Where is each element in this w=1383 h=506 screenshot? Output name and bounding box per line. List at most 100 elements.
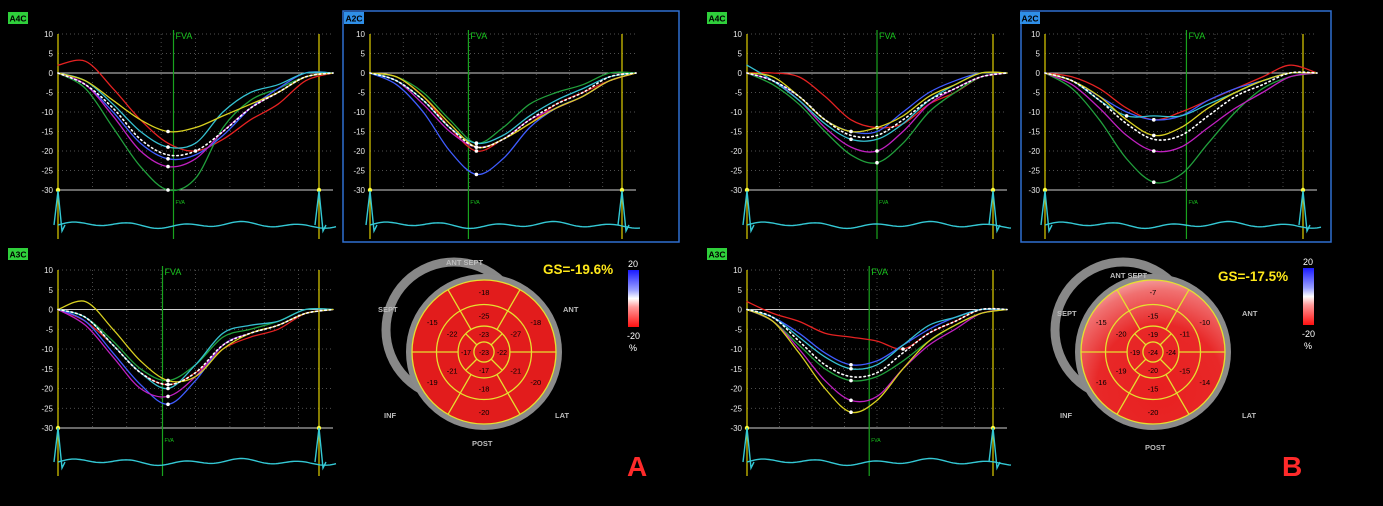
y-tick-label: -10 <box>353 108 365 117</box>
segment-divider <box>1165 374 1190 415</box>
ecg-r-wave <box>742 427 755 471</box>
ecg-r-wave <box>314 190 327 234</box>
y-tick-label: 10 <box>1031 30 1040 39</box>
wall-label-lat: LAT <box>1242 411 1256 420</box>
y-tick-label: -25 <box>1028 167 1040 176</box>
segment-divider <box>1134 333 1147 346</box>
wall-label-ant-sept: ANT SEPT <box>446 258 484 267</box>
segment-value-apical: -22 <box>497 350 507 357</box>
y-tick-label: 5 <box>738 50 743 59</box>
y-tick-label: -20 <box>1028 147 1040 156</box>
colorbar-max-label: 20 <box>1303 257 1313 267</box>
y-tick-label: -20 <box>41 385 53 394</box>
strain-curve <box>57 72 334 168</box>
view-tag-box <box>8 248 28 260</box>
view-tag-label: A4C <box>708 14 725 24</box>
fva-label: FVA <box>871 267 888 277</box>
segment-value-basal: -14 <box>1199 378 1210 387</box>
segment-value-apical: -19 <box>1148 332 1158 339</box>
global-strain-value: GS=-19.6% <box>543 262 613 277</box>
view-tag-label: A3C <box>708 250 725 260</box>
y-tick-label: 0 <box>738 69 743 78</box>
selected-view-frame <box>1020 10 1332 243</box>
segment-value-mid: -21 <box>510 366 521 375</box>
strain-curve <box>369 71 637 144</box>
colorbar-unit-label: % <box>1304 341 1312 351</box>
bullseye-plot: -7 -10 -14 -20 -16 -15 -15 -11 -15 -15 -19 -20 -19 -2… <box>1050 257 1315 452</box>
strain-curve <box>1044 71 1318 141</box>
fva-label-small: FVA <box>871 438 881 444</box>
strain-chart-a4c: A4C 10 5 0 -5 -10 -15 -20 -25 -30 FVA FVA <box>707 12 1012 239</box>
ecg-r-wave <box>1040 190 1053 234</box>
y-tick-label: -5 <box>735 325 743 334</box>
y-tick-label: 0 <box>1036 69 1041 78</box>
y-tick-label: 10 <box>733 266 742 275</box>
wall-label-ant: ANT <box>563 305 579 314</box>
y-tick-label: -25 <box>41 404 53 413</box>
segment-value-mid: -22 <box>447 330 458 339</box>
colorbar-unit-label: % <box>629 343 637 353</box>
marker-dot <box>55 187 61 193</box>
segment-divider <box>1134 358 1147 371</box>
ecg-r-wave <box>314 427 327 471</box>
y-tick-label: -25 <box>730 167 742 176</box>
peak-marker <box>901 347 905 351</box>
view-tag-label: A4C <box>9 14 26 24</box>
segment-value-apical: -17 <box>479 368 489 375</box>
wall-label-inf: INF <box>384 411 397 420</box>
marker-dot <box>619 187 625 193</box>
ecg-trace <box>57 457 337 467</box>
peak-marker <box>849 137 853 142</box>
strain-curve <box>57 72 334 157</box>
ecg-r-wave <box>742 190 755 234</box>
marker-dot <box>1300 187 1306 193</box>
strain-curve <box>746 308 1008 370</box>
colorbar-min-label: -20 <box>1302 329 1315 339</box>
y-tick-label: 5 <box>361 50 366 59</box>
view-tag-label: A3C <box>9 250 26 260</box>
selected-view-frame <box>342 10 680 243</box>
peak-marker <box>166 164 170 169</box>
peak-marker <box>849 366 853 371</box>
segment-ring <box>1142 341 1164 363</box>
fva-label: FVA <box>176 31 193 41</box>
strain-chart-a3c: A3C 10 5 0 -5 -10 -15 -20 -25 -30 FVA FVA <box>707 248 1012 476</box>
view-tag-box <box>707 248 727 260</box>
ecg-r-wave <box>365 190 378 234</box>
segment-value-apex: -23 <box>479 350 489 357</box>
peak-marker <box>474 172 479 177</box>
segment-divider <box>465 333 478 346</box>
segment-value-mid: -20 <box>1116 330 1127 339</box>
global-strain-value: GS=-17.5% <box>1218 269 1288 284</box>
strain-curve <box>746 71 1008 135</box>
strain-curve <box>746 300 1008 350</box>
ecg-r-wave <box>53 190 66 234</box>
y-tick-label: -15 <box>41 128 53 137</box>
peak-marker <box>1152 118 1156 122</box>
marker-dot <box>367 187 373 193</box>
strain-chart-a3c: A3C 10 5 0 -5 -10 -15 -20 -25 -30 FVA FVA <box>8 248 337 476</box>
segment-value-mid: -19 <box>1116 366 1127 375</box>
y-tick-label: -25 <box>730 404 742 413</box>
peak-marker <box>849 363 853 367</box>
wall-label-inf: INF <box>1060 411 1073 420</box>
marker-dot <box>316 187 322 193</box>
bullseye-plot: -18 -18 -20 -20 -19 -15 -25 -27 -21 -18 -21 -22 -23 -… <box>378 257 640 448</box>
peak-marker <box>1152 180 1156 184</box>
view-tag-box <box>707 12 727 24</box>
y-tick-label: -5 <box>358 89 366 98</box>
peak-marker <box>166 378 170 383</box>
peak-marker <box>1152 149 1156 153</box>
segment-divider <box>447 374 472 415</box>
y-tick-label: -20 <box>41 147 53 156</box>
peak-marker <box>166 129 170 134</box>
peak-marker <box>849 398 853 403</box>
y-tick-label: -5 <box>1033 89 1041 98</box>
y-tick-label: -10 <box>1028 108 1040 117</box>
y-tick-label: -30 <box>41 186 53 195</box>
y-tick-label: -15 <box>41 365 53 374</box>
colorbar-max-label: 20 <box>628 259 638 269</box>
segment-divider <box>490 358 503 371</box>
fva-label-small: FVA <box>879 200 889 206</box>
